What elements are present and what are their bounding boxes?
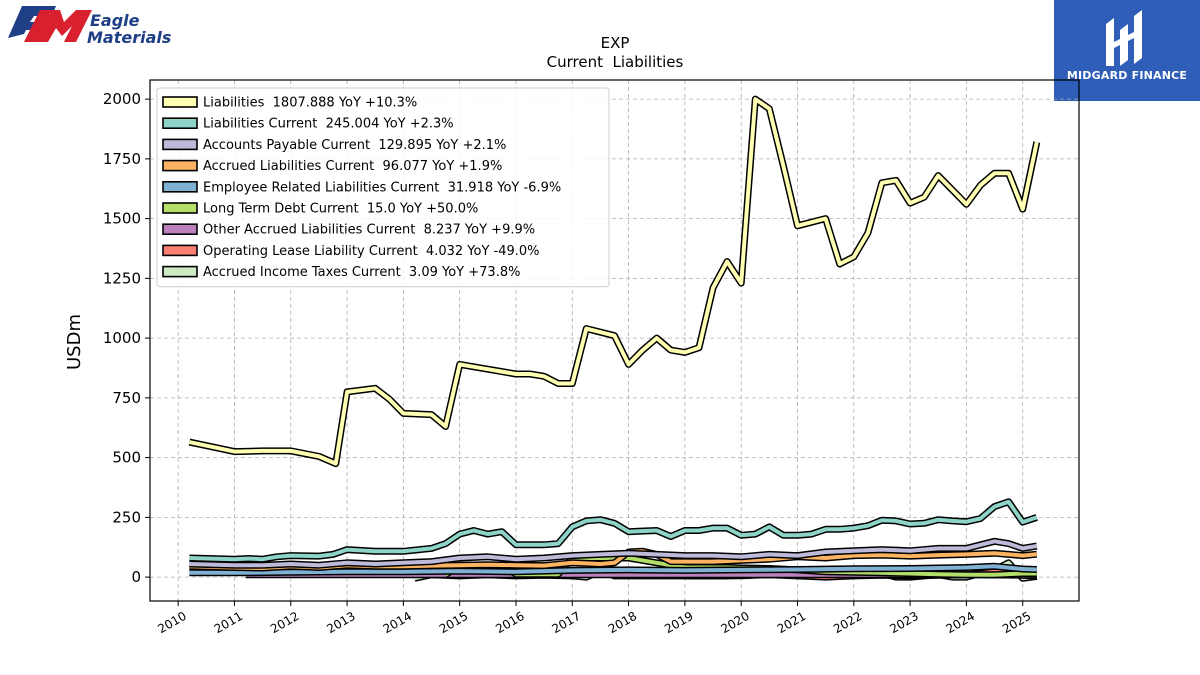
legend-swatch-liabilities bbox=[162, 96, 198, 108]
legend-swatch-accounts-payable-current bbox=[162, 138, 198, 151]
legend-label-other-accrued-liabilities-current: Other Accrued Liabilities Current 8.237 … bbox=[203, 223, 535, 238]
y-tick-label: 0 bbox=[131, 568, 141, 586]
y-tick-label: 1750 bbox=[103, 150, 141, 168]
x-tick-label: 2017 bbox=[550, 609, 583, 636]
legend-label-accrued-liabilities-current: Accrued Liabilities Current 96.077 YoY +… bbox=[203, 159, 502, 174]
x-tick-label: 2023 bbox=[887, 609, 920, 636]
chart-subtitle: Current Liabilities bbox=[547, 53, 684, 71]
x-tick-label: 2016 bbox=[493, 609, 526, 636]
y-tick-label: 1250 bbox=[103, 269, 141, 287]
midgard-rune-cross bbox=[1110, 30, 1138, 50]
legend-label-operating-lease-liability-current: Operating Lease Liability Current 4.032 … bbox=[203, 244, 540, 259]
legend-label-employee-related-liabilities-current: Employee Related Liabilities Current 31.… bbox=[203, 180, 561, 195]
legend-swatch-liabilities-current bbox=[162, 117, 198, 129]
midgard-rune-left bbox=[1106, 18, 1114, 66]
legend-swatch-employee-related-liabilities-current bbox=[162, 181, 198, 193]
employee-related-liabilities-current-line bbox=[189, 564, 1037, 575]
legend-swatch-long-term-debt-current bbox=[162, 202, 198, 214]
legend-label-liabilities: Liabilities 1807.888 YoY +10.3% bbox=[203, 96, 417, 111]
legend-swatch-other-accrued-liabilities-current bbox=[162, 223, 198, 235]
legend-label-long-term-debt-current: Long Term Debt Current 15.0 YoY +50.0% bbox=[203, 202, 478, 217]
x-tick-label: 2011 bbox=[212, 609, 245, 636]
series-layer bbox=[188, 95, 1041, 582]
x-tick-label: 2025 bbox=[1000, 609, 1033, 636]
x-tick-label: 2020 bbox=[718, 609, 751, 636]
legend-swatch-operating-lease-liability-current bbox=[162, 244, 198, 257]
midgard-rune-right bbox=[1134, 10, 1142, 64]
legend-label-accrued-income-taxes-current: Accrued Income Taxes Current 3.09 YoY +7… bbox=[203, 265, 520, 280]
logo-mark-red bbox=[24, 10, 92, 42]
y-tick-label: 1000 bbox=[103, 329, 141, 347]
y-tick-label: 750 bbox=[112, 389, 141, 407]
legend-label-liabilities-current: Liabilities Current 245.004 YoY +2.3% bbox=[203, 117, 454, 132]
chart-title: EXP bbox=[601, 34, 630, 52]
y-tick-label: 1500 bbox=[103, 210, 141, 228]
x-tick-label: 2024 bbox=[944, 609, 977, 636]
midgard-rune-center bbox=[1120, 24, 1128, 66]
liabilities-current-line bbox=[189, 499, 1038, 562]
y-tick-label: 2000 bbox=[103, 90, 141, 108]
y-tick-label: 250 bbox=[112, 508, 141, 526]
y-tick-label: 500 bbox=[112, 449, 141, 467]
x-tick-label: 2013 bbox=[324, 609, 357, 636]
logo-text-line1: Eagle bbox=[90, 11, 140, 30]
x-tick-label: 2015 bbox=[437, 609, 470, 636]
accounts-payable-current-line bbox=[189, 539, 1038, 568]
eagle-materials-logo: Eagle Materials bbox=[8, 6, 171, 47]
x-tick-label: 2018 bbox=[606, 609, 639, 636]
midgard-finance-logo: MIDGARD FINANCE bbox=[1054, 0, 1200, 101]
legend-swatch-accrued-liabilities-current bbox=[162, 159, 198, 172]
y-axis-label: USDm bbox=[64, 314, 85, 370]
legend-box bbox=[156, 87, 610, 288]
logo-text-line2: Materials bbox=[87, 28, 171, 47]
x-tick-label: 2012 bbox=[268, 609, 301, 636]
legend: Liabilities 1807.888 YoY +10.3% Liabiliti… bbox=[156, 87, 610, 288]
legend-label-accounts-payable-current: Accounts Payable Current 129.895 YoY +2.… bbox=[203, 138, 506, 153]
x-tick-label: 2022 bbox=[831, 609, 864, 636]
midgard-logo-text: MIDGARD FINANCE bbox=[1066, 69, 1188, 82]
legend-swatch-accrued-income-taxes-current bbox=[162, 265, 198, 278]
x-tick-label: 2010 bbox=[155, 609, 188, 636]
axes-frame bbox=[149, 79, 1080, 602]
x-tick-label: 2014 bbox=[381, 609, 414, 636]
liabilities-line bbox=[188, 97, 1039, 466]
x-tick-label: 2019 bbox=[662, 609, 695, 636]
x-tick-label: 2021 bbox=[775, 609, 808, 636]
midgard-logo-mark bbox=[1106, 10, 1142, 66]
